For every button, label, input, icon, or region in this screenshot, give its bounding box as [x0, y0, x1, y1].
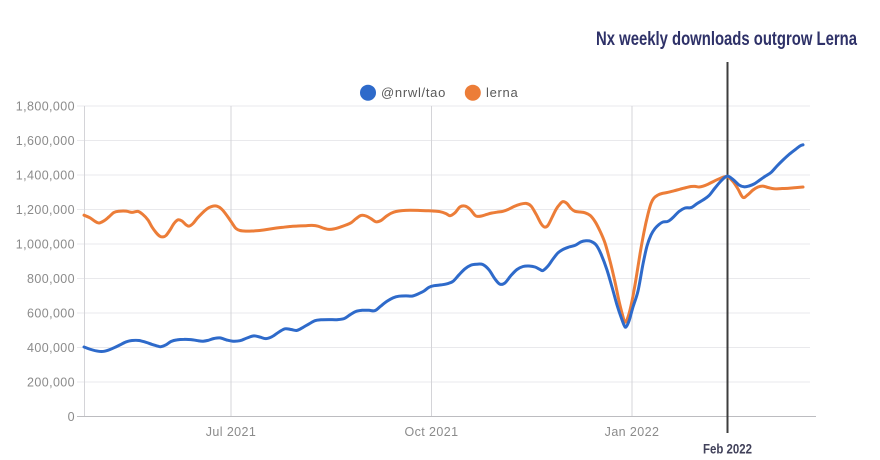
svg-text:1,000,000: 1,000,000	[16, 238, 75, 252]
svg-text:lerna: lerna	[486, 85, 518, 100]
svg-text:@nrwl/tao: @nrwl/tao	[381, 85, 446, 100]
svg-text:Feb 2022: Feb 2022	[703, 441, 752, 457]
svg-text:1,600,000: 1,600,000	[16, 134, 75, 148]
svg-text:800,000: 800,000	[27, 272, 75, 286]
svg-text:Nx weekly downloads outgrow Le: Nx weekly downloads outgrow Lerna	[596, 29, 857, 50]
svg-text:Oct 2021: Oct 2021	[405, 425, 459, 439]
svg-text:1,200,000: 1,200,000	[16, 203, 75, 217]
svg-text:Jul 2021: Jul 2021	[206, 425, 256, 439]
svg-text:200,000: 200,000	[27, 376, 75, 390]
svg-text:600,000: 600,000	[27, 307, 75, 321]
svg-text:1,400,000: 1,400,000	[16, 169, 75, 183]
svg-text:400,000: 400,000	[27, 341, 75, 355]
svg-text:Jan 2022: Jan 2022	[605, 425, 660, 439]
svg-text:1,800,000: 1,800,000	[16, 100, 75, 114]
svg-text:0: 0	[68, 410, 75, 424]
